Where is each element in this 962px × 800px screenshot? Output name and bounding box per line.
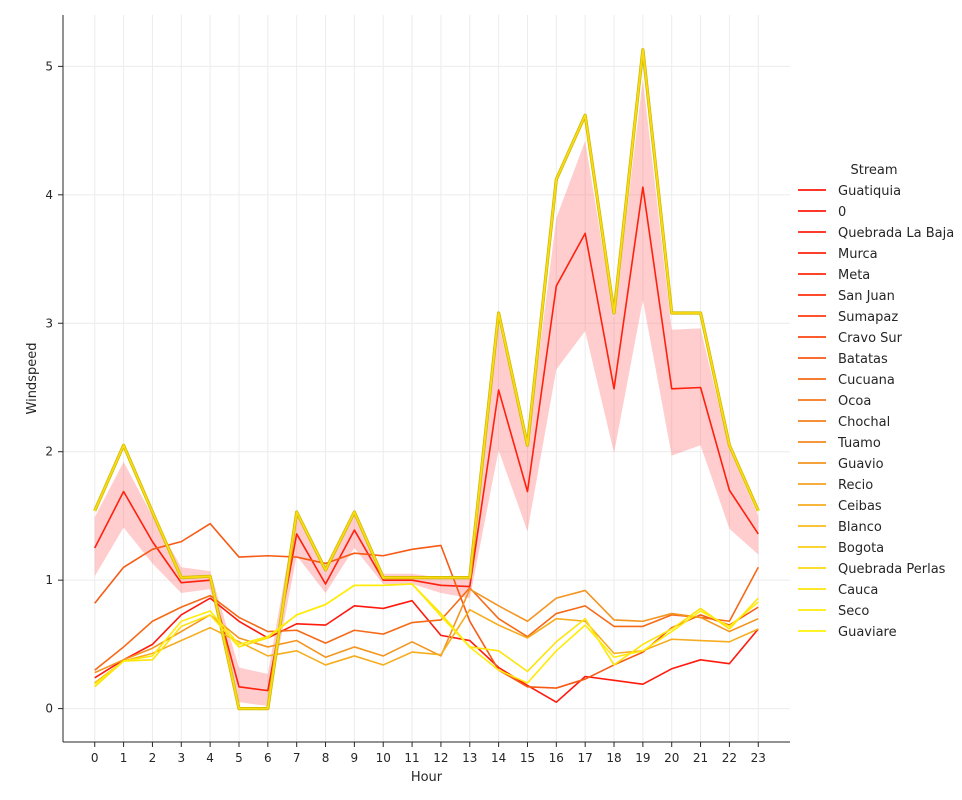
y-tick-label-5: 5: [45, 59, 53, 73]
legend-label-18: Quebrada Perlas: [838, 562, 946, 577]
x-tick-label-0: 0: [91, 751, 99, 765]
x-tick-label-17: 17: [578, 751, 593, 765]
legend-label-13: Guavio: [838, 457, 884, 472]
x-tick-label-5: 5: [235, 751, 243, 765]
legend-label-15: Ceibas: [838, 499, 882, 514]
axes-layer: [62, 15, 790, 743]
y-tick-label-2: 2: [45, 445, 53, 459]
series-line-9: [94, 566, 759, 671]
legend-label-8: Batatas: [838, 352, 888, 367]
legend-label-3: Murca: [838, 247, 878, 262]
x-axis-title: Hour: [411, 770, 443, 785]
x-tick-label-6: 6: [264, 751, 272, 765]
x-tick-label-8: 8: [322, 751, 330, 765]
legend-title: Stream: [850, 163, 897, 178]
legend-label-11: Chochal: [838, 415, 890, 430]
x-tick-labels: 0 1 2 3 4 5 6 7 8 9 10 11 12 13 14 15 16 17 18 19 20 21 22 23: [91, 742, 766, 765]
x-tick-label-20: 20: [664, 751, 679, 765]
legend-label-17: Bogota: [838, 541, 884, 556]
legend-label-12: Tuamo: [837, 436, 881, 451]
y-tick-label-1: 1: [45, 573, 53, 587]
series-line-0: [94, 597, 759, 703]
x-tick-label-21: 21: [693, 751, 708, 765]
legend-label-9: Cucuana: [838, 373, 895, 388]
x-tick-label-12: 12: [433, 751, 448, 765]
series-line-20: [94, 583, 759, 685]
legend-label-2: Quebrada La Baja: [838, 226, 954, 241]
y-tick-labels: 0 1 2 3 4 5: [45, 59, 63, 716]
x-tick-label-10: 10: [376, 751, 391, 765]
y-axis-title: Windspeed: [25, 343, 40, 415]
x-tick-label-14: 14: [491, 751, 506, 765]
legend: Stream Guatiquia 0 Quebrada La Baja Murca Me…: [798, 163, 954, 640]
confidence-band-0: [94, 79, 759, 707]
legend-label-14: Recio: [838, 478, 873, 493]
x-tick-label-1: 1: [120, 751, 128, 765]
x-tick-label-22: 22: [722, 751, 737, 765]
legend-label-5: San Juan: [838, 289, 895, 304]
series-line-19: [94, 583, 759, 688]
legend-label-7: Cravo Sur: [838, 331, 903, 346]
legend-label-10: Ocoa: [838, 394, 871, 409]
y-tick-label-3: 3: [45, 316, 53, 330]
legend-label-0: Guatiquia: [838, 184, 901, 199]
series-layer: [93, 48, 760, 711]
x-tick-label-7: 7: [293, 751, 301, 765]
y-tick-label-4: 4: [45, 188, 53, 202]
legend-label-6: Sumapaz: [838, 310, 898, 325]
x-tick-label-18: 18: [606, 751, 621, 765]
series-line-15: [94, 608, 759, 684]
x-tick-label-15: 15: [520, 751, 535, 765]
legend-items: Guatiquia 0 Quebrada La Baja Murca Meta San J…: [798, 184, 954, 640]
series-line-18: [93, 48, 760, 710]
x-tick-label-23: 23: [751, 751, 766, 765]
legend-label-19: Cauca: [838, 583, 878, 598]
legend-label-1: 0: [838, 205, 846, 220]
confidence-band-layer: [94, 79, 759, 707]
x-tick-label-11: 11: [404, 751, 419, 765]
x-tick-label-3: 3: [177, 751, 185, 765]
y-tick-label-0: 0: [45, 702, 53, 716]
x-tick-label-4: 4: [206, 751, 214, 765]
x-tick-label-2: 2: [149, 751, 157, 765]
x-tick-label-13: 13: [462, 751, 477, 765]
legend-label-4: Meta: [838, 268, 870, 283]
series-line-2: [94, 186, 759, 692]
x-tick-label-19: 19: [635, 751, 650, 765]
legend-label-21: Guaviare: [838, 625, 897, 640]
x-tick-label-9: 9: [351, 751, 359, 765]
legend-label-20: Seco: [838, 604, 869, 619]
series-line-8: [94, 522, 759, 689]
x-tick-label-16: 16: [549, 751, 564, 765]
legend-label-16: Blanco: [838, 520, 882, 535]
